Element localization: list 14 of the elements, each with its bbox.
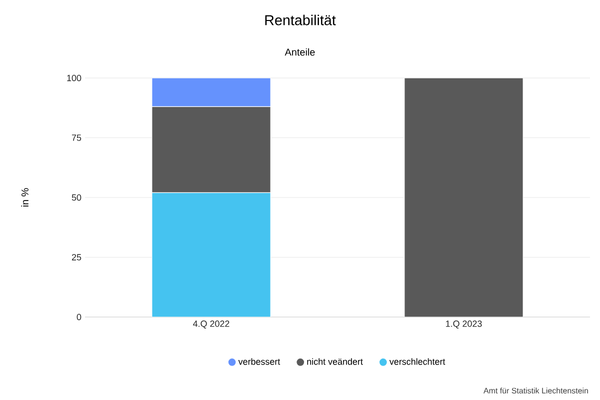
chart-subtitle: Anteile	[284, 48, 315, 56]
y-tick-label: 100	[67, 74, 82, 82]
chart-title: Rentabilität	[265, 14, 336, 26]
x-tick-label: 4.Q 2022	[193, 320, 230, 328]
x-tick-label: 1.Q 2023	[446, 320, 482, 328]
y-tick-label: 75	[72, 134, 82, 141]
y-tick-label: 0	[76, 314, 82, 320]
legend-label: verschlechtert	[389, 358, 446, 365]
bar	[404, 78, 524, 317]
y-tick-label: 50	[72, 194, 82, 201]
legend-label: nicht veändert	[307, 358, 363, 365]
y-axis-title: in %	[21, 188, 28, 207]
y-tick-label: 25	[72, 254, 82, 260]
legend-label: verbessert	[238, 358, 280, 365]
